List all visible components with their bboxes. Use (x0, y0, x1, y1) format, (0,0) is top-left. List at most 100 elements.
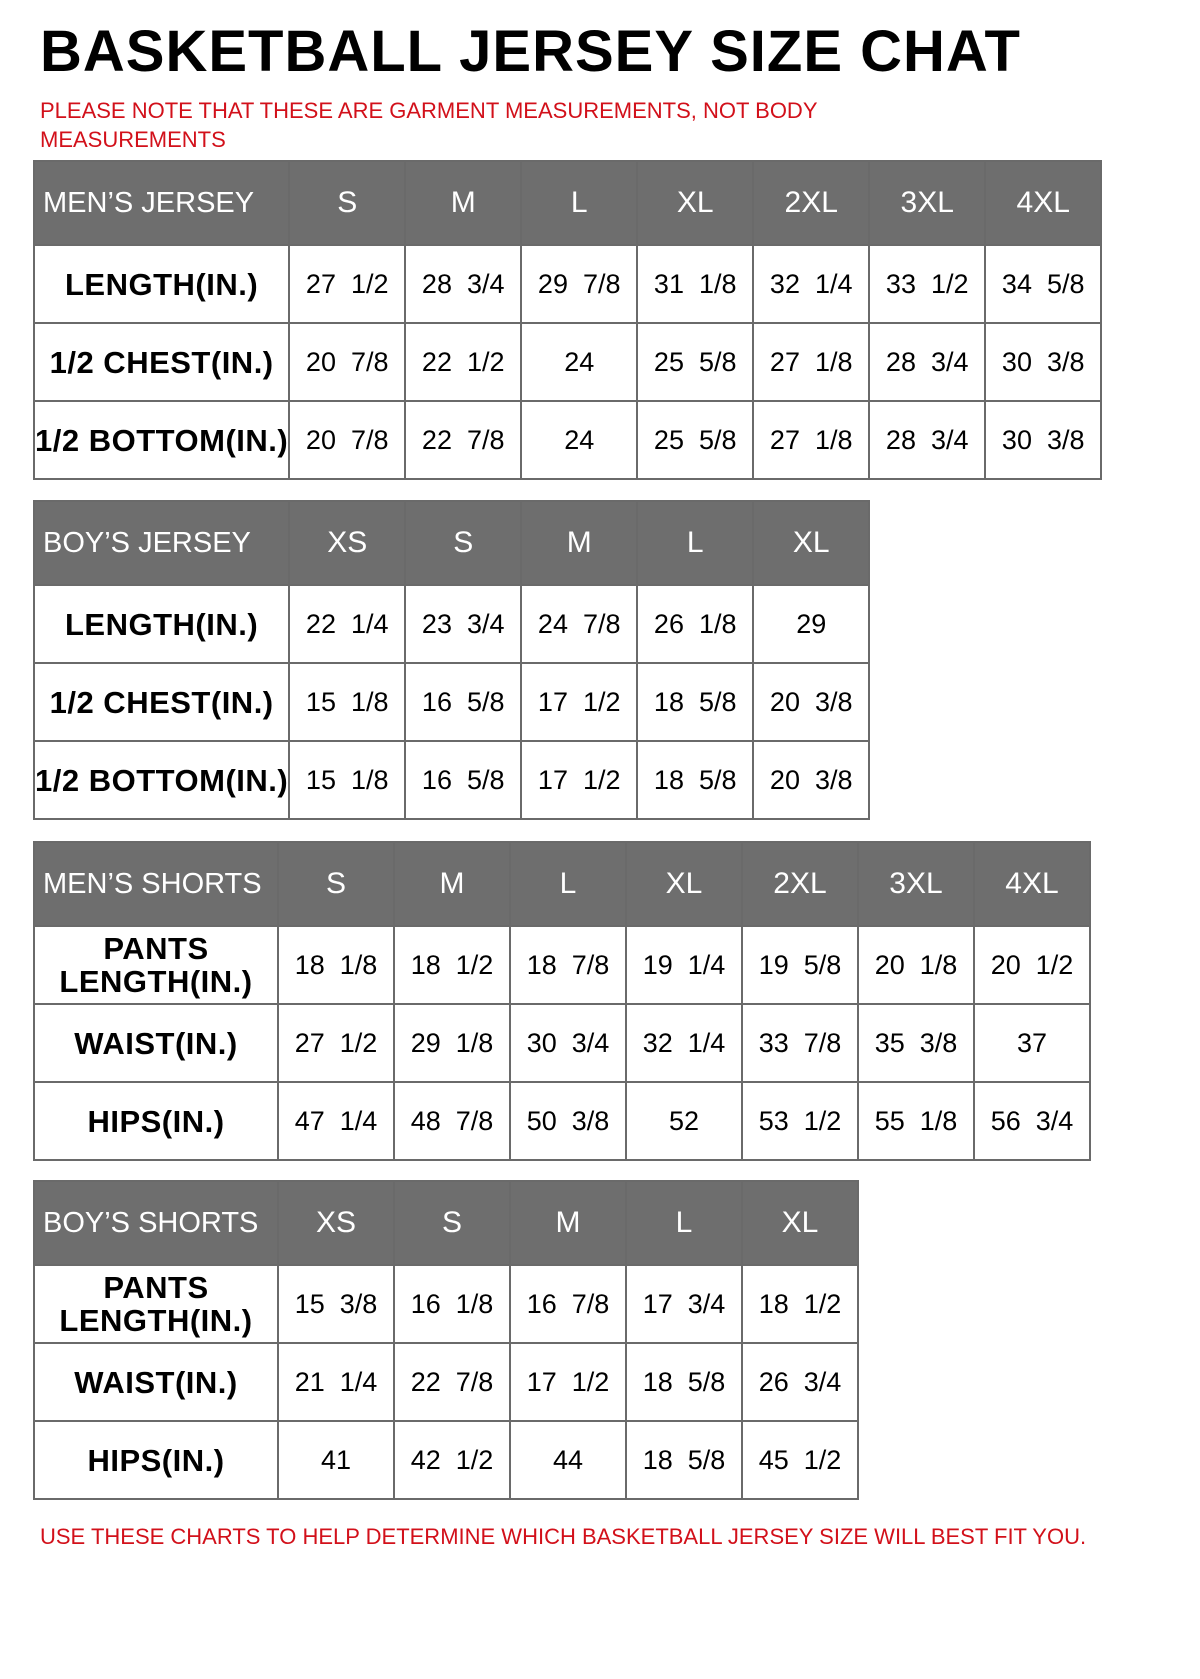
measurement-cell: 18 1/8 (277, 925, 395, 1005)
measurement-cell: 20 1/8 (857, 925, 975, 1005)
header-row: BOY’S SHORTS XS S M L XL (33, 1180, 859, 1266)
measurement-cell: 45 1/2 (741, 1420, 859, 1500)
measurement-cell: 24 (520, 400, 639, 480)
table-title: MEN’S SHORTS (33, 841, 279, 927)
measurement-cell: 42 1/2 (393, 1420, 511, 1500)
measurement-cell: 15 1/8 (288, 662, 407, 742)
measurement-cell: 41 (277, 1420, 395, 1500)
row-label: PANTS LENGTH(IN.) (33, 925, 279, 1005)
size-header: M (393, 841, 511, 927)
measurement-cell: 17 1/2 (520, 740, 639, 820)
measurement-cell: 20 3/8 (752, 662, 871, 742)
measurement-cell: 18 5/8 (625, 1420, 743, 1500)
measurement-cell: 30 3/4 (509, 1003, 627, 1083)
header-row: BOY’S JERSEY XS S M L XL (32, 500, 871, 586)
size-header: L (520, 160, 639, 246)
row-label: 1/2 CHEST(IN.) (32, 662, 291, 742)
size-header: L (509, 841, 627, 927)
garment-note: PLEASE NOTE THAT THESE ARE GARMENT MEASU… (40, 98, 818, 152)
table-row: PANTS LENGTH(IN.) 18 1/8 18 1/2 18 7/8 19 1/… (33, 925, 1091, 1005)
measurement-cell: 44 (509, 1420, 627, 1500)
measurement-cell: 32 1/4 (752, 244, 871, 324)
measurement-cell: 33 1/2 (868, 244, 987, 324)
size-header: M (404, 160, 523, 246)
measurement-cell: 32 1/4 (625, 1003, 743, 1083)
table-title: BOY’S JERSEY (32, 500, 291, 586)
size-header: 4XL (973, 841, 1091, 927)
measurement-cell: 24 7/8 (520, 584, 639, 664)
table-row: PANTS LENGTH(IN.) 15 3/8 16 1/8 16 7/8 17 3/… (33, 1264, 859, 1344)
measurement-cell: 16 5/8 (404, 740, 523, 820)
measurement-cell: 16 1/8 (393, 1264, 511, 1344)
page-title: BASKETBALL JERSEY SIZE CHAT (40, 19, 1021, 84)
measurement-cell: 28 3/4 (868, 400, 987, 480)
size-table-boy-s-shorts: BOY’S SHORTS XS S M L XL PANTS LENGTH(IN.) 15 3… (33, 1180, 859, 1500)
measurement-cell: 19 1/4 (625, 925, 743, 1005)
size-header: XL (741, 1180, 859, 1266)
size-header: XL (636, 160, 755, 246)
row-label: HIPS(IN.) (33, 1420, 279, 1500)
measurement-cell: 25 5/8 (636, 400, 755, 480)
measurement-cell: 20 7/8 (288, 400, 407, 480)
size-header: S (404, 500, 523, 586)
table-row: 1/2 BOTTOM(IN.) 15 1/8 16 5/8 17 1/2 18 5/8 2… (32, 740, 871, 820)
measurement-cell: 34 5/8 (984, 244, 1103, 324)
measurement-cell: 17 1/2 (509, 1342, 627, 1422)
row-label: PANTS LENGTH(IN.) (33, 1264, 279, 1344)
table-row: 1/2 BOTTOM(IN.) 20 7/8 22 7/8 24 25 5/8 27 1/… (32, 400, 1103, 480)
table-row: WAIST(IN.) 27 1/2 29 1/8 30 3/4 32 1/4 33 7/8… (33, 1003, 1091, 1083)
table-title: BOY’S SHORTS (33, 1180, 279, 1266)
measurement-cell: 27 1/8 (752, 400, 871, 480)
size-header: L (625, 1180, 743, 1266)
table-row: HIPS(IN.) 47 1/4 48 7/8 50 3/8 52 53 1/2 55 1/… (33, 1081, 1091, 1161)
table-title: MEN’S JERSEY (32, 160, 291, 246)
measurement-cell: 29 (752, 584, 871, 664)
measurement-cell: 15 3/8 (277, 1264, 395, 1344)
row-label: LENGTH(IN.) (32, 244, 291, 324)
size-header: XS (277, 1180, 395, 1266)
measurement-cell: 28 3/4 (404, 244, 523, 324)
measurement-cell: 29 1/8 (393, 1003, 511, 1083)
measurement-cell: 30 3/8 (984, 322, 1103, 402)
measurement-cell: 17 3/4 (625, 1264, 743, 1344)
measurement-cell: 18 7/8 (509, 925, 627, 1005)
size-header: 2XL (752, 160, 871, 246)
measurement-cell: 20 7/8 (288, 322, 407, 402)
table-row: LENGTH(IN.) 27 1/2 28 3/4 29 7/8 31 1/8 32 1/… (32, 244, 1103, 324)
measurement-cell: 18 5/8 (636, 662, 755, 742)
row-label: 1/2 CHEST(IN.) (32, 322, 291, 402)
measurement-cell: 27 1/8 (752, 322, 871, 402)
size-header: XL (752, 500, 871, 586)
size-header: S (393, 1180, 511, 1266)
measurement-cell: 30 3/8 (984, 400, 1103, 480)
measurement-cell: 47 1/4 (277, 1081, 395, 1161)
measurement-cell: 27 1/2 (277, 1003, 395, 1083)
measurement-cell: 21 1/4 (277, 1342, 395, 1422)
measurement-cell: 19 5/8 (741, 925, 859, 1005)
table-row: WAIST(IN.) 21 1/4 22 7/8 17 1/2 18 5/8 26 3/4 (33, 1342, 859, 1422)
measurement-cell: 56 3/4 (973, 1081, 1091, 1161)
measurement-cell: 33 7/8 (741, 1003, 859, 1083)
size-header: 3XL (857, 841, 975, 927)
size-header: S (288, 160, 407, 246)
measurement-cell: 17 1/2 (520, 662, 639, 742)
measurement-cell: 55 1/8 (857, 1081, 975, 1161)
size-header: 4XL (984, 160, 1103, 246)
measurement-cell: 37 (973, 1003, 1091, 1083)
measurement-cell: 52 (625, 1081, 743, 1161)
measurement-cell: 48 7/8 (393, 1081, 511, 1161)
row-label: HIPS(IN.) (33, 1081, 279, 1161)
size-header: XL (625, 841, 743, 927)
size-header: 2XL (741, 841, 859, 927)
measurement-cell: 29 7/8 (520, 244, 639, 324)
table-row: HIPS(IN.) 41 42 1/2 44 18 5/8 45 1/2 (33, 1420, 859, 1500)
size-header: 3XL (868, 160, 987, 246)
measurement-cell: 22 1/2 (404, 322, 523, 402)
measurement-cell: 26 3/4 (741, 1342, 859, 1422)
measurement-cell: 16 7/8 (509, 1264, 627, 1344)
row-label: LENGTH(IN.) (32, 584, 291, 664)
measurement-cell: 25 5/8 (636, 322, 755, 402)
row-label: 1/2 BOTTOM(IN.) (32, 400, 291, 480)
measurement-cell: 50 3/8 (509, 1081, 627, 1161)
size-header: S (277, 841, 395, 927)
